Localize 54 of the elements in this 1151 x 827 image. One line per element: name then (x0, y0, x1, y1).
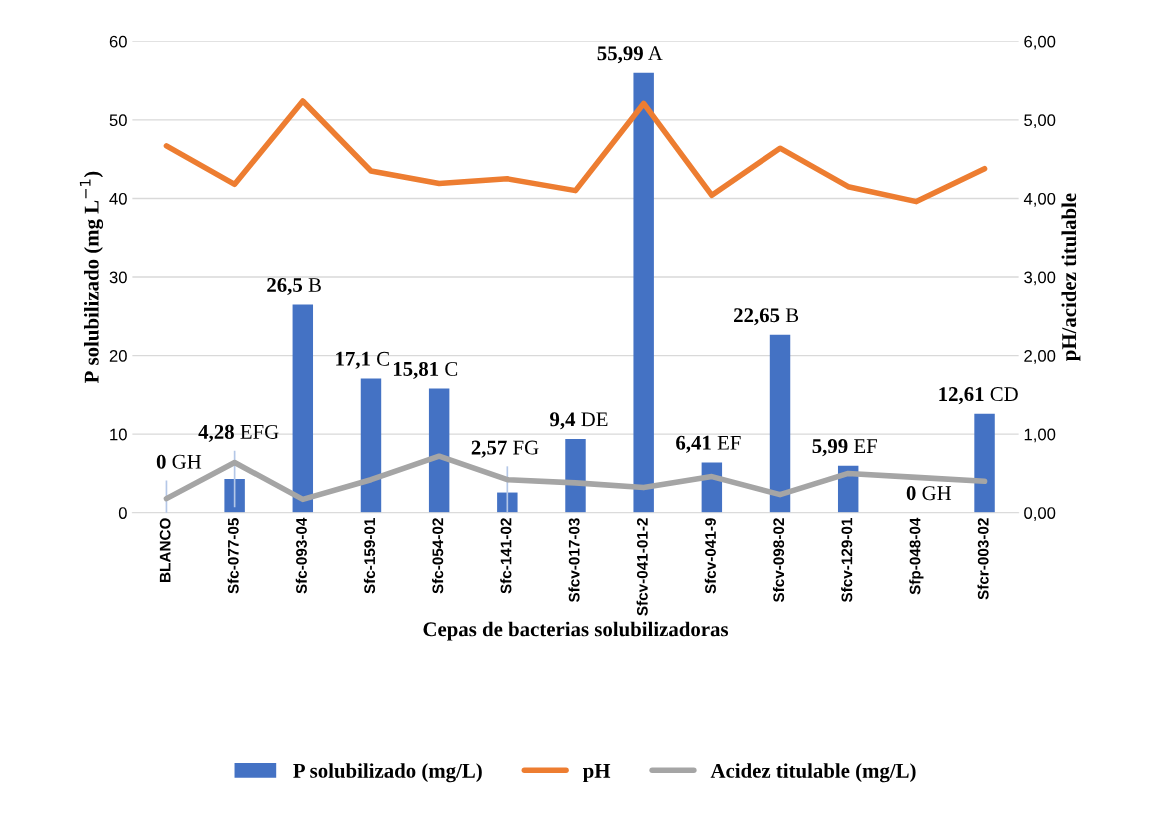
x-tick-label: Sfcr-003-02 (977, 518, 989, 600)
x-tick-label: Sfc-159-01 (363, 518, 376, 594)
data-label: 55,99 A (597, 46, 663, 64)
x-tick-label: BLANCO (159, 518, 171, 582)
data-label: 5,99 EF (812, 439, 877, 457)
data-label: 2,57 FG (471, 440, 539, 458)
x-tick-label: Sfcv-041-01-2 (636, 518, 648, 616)
y-tick-label: 50 (109, 114, 127, 127)
data-label: 9,4 DE (550, 412, 608, 430)
x-tick-label: Sfc-141-02 (500, 518, 512, 594)
x-axis-title: Cepas de bacterias solubilizadoras (423, 621, 729, 641)
y-tick-label: 20 (109, 350, 127, 362)
data-label: 6,41 EF (676, 435, 741, 453)
x-tick-label: Sfp-048-04 (909, 517, 924, 595)
y2-tick-label: 6,00 (1024, 35, 1056, 50)
bar (292, 304, 314, 513)
y2-tick-label: 3,00 (1024, 271, 1056, 286)
data-label: 26,5 B (267, 277, 321, 295)
y-tick-label: 40 (109, 192, 127, 205)
y2-axis-title: pH/acidez titulable (1061, 193, 1081, 361)
legend-label: Acidez titulable (mg/L) (710, 763, 916, 783)
bar (360, 378, 382, 513)
x-tick-label: Sfc-093-04 (295, 517, 307, 594)
y2-tick-label: 0,00 (1024, 507, 1056, 521)
data-label: 15,81 C (393, 361, 458, 379)
bar (974, 413, 995, 513)
bar (224, 479, 245, 513)
y2-tick-label: 5,00 (1024, 114, 1056, 129)
x-tick-label: Sfcv-041-9 (704, 518, 716, 594)
x-tick-label: Sfc-054-02 (432, 518, 444, 594)
data-label: 12,61 CD (939, 387, 1018, 405)
bar (769, 334, 791, 513)
data-label: 22,65 B (734, 308, 799, 326)
y2-tick-label: 2,00 (1024, 350, 1056, 364)
bar (633, 72, 654, 513)
y2-tick-label: 1,00 (1024, 428, 1056, 443)
y2-tick-label: 4,00 (1023, 192, 1056, 207)
data-label: 17,1 C (336, 351, 389, 369)
legend-label: pH (582, 763, 611, 783)
bar (565, 438, 586, 513)
data-label: 4,28 EFG (198, 424, 279, 442)
bar (428, 388, 450, 513)
y-tick-label: 30 (109, 271, 127, 284)
x-tick-label: Sfc-077-05 (227, 518, 239, 594)
y-tick-label: 10 (110, 428, 127, 441)
y-axis-title: P solubilizado (mg L$^{−1}$) (79, 171, 104, 384)
x-tick-label: Sfcv-098-02 (772, 518, 785, 603)
x-tick-label: Sfcv-017-03 (568, 518, 580, 603)
data-label: 0 GH (906, 486, 952, 501)
y-tick-label: 60 (109, 35, 127, 48)
legend-label: P solubilizado (mg/L) (293, 763, 482, 783)
x-tick-label: Sfcv-129-01 (841, 518, 853, 603)
y-tick-label: 0 (118, 507, 127, 519)
data-label: 0 GH (156, 454, 202, 469)
